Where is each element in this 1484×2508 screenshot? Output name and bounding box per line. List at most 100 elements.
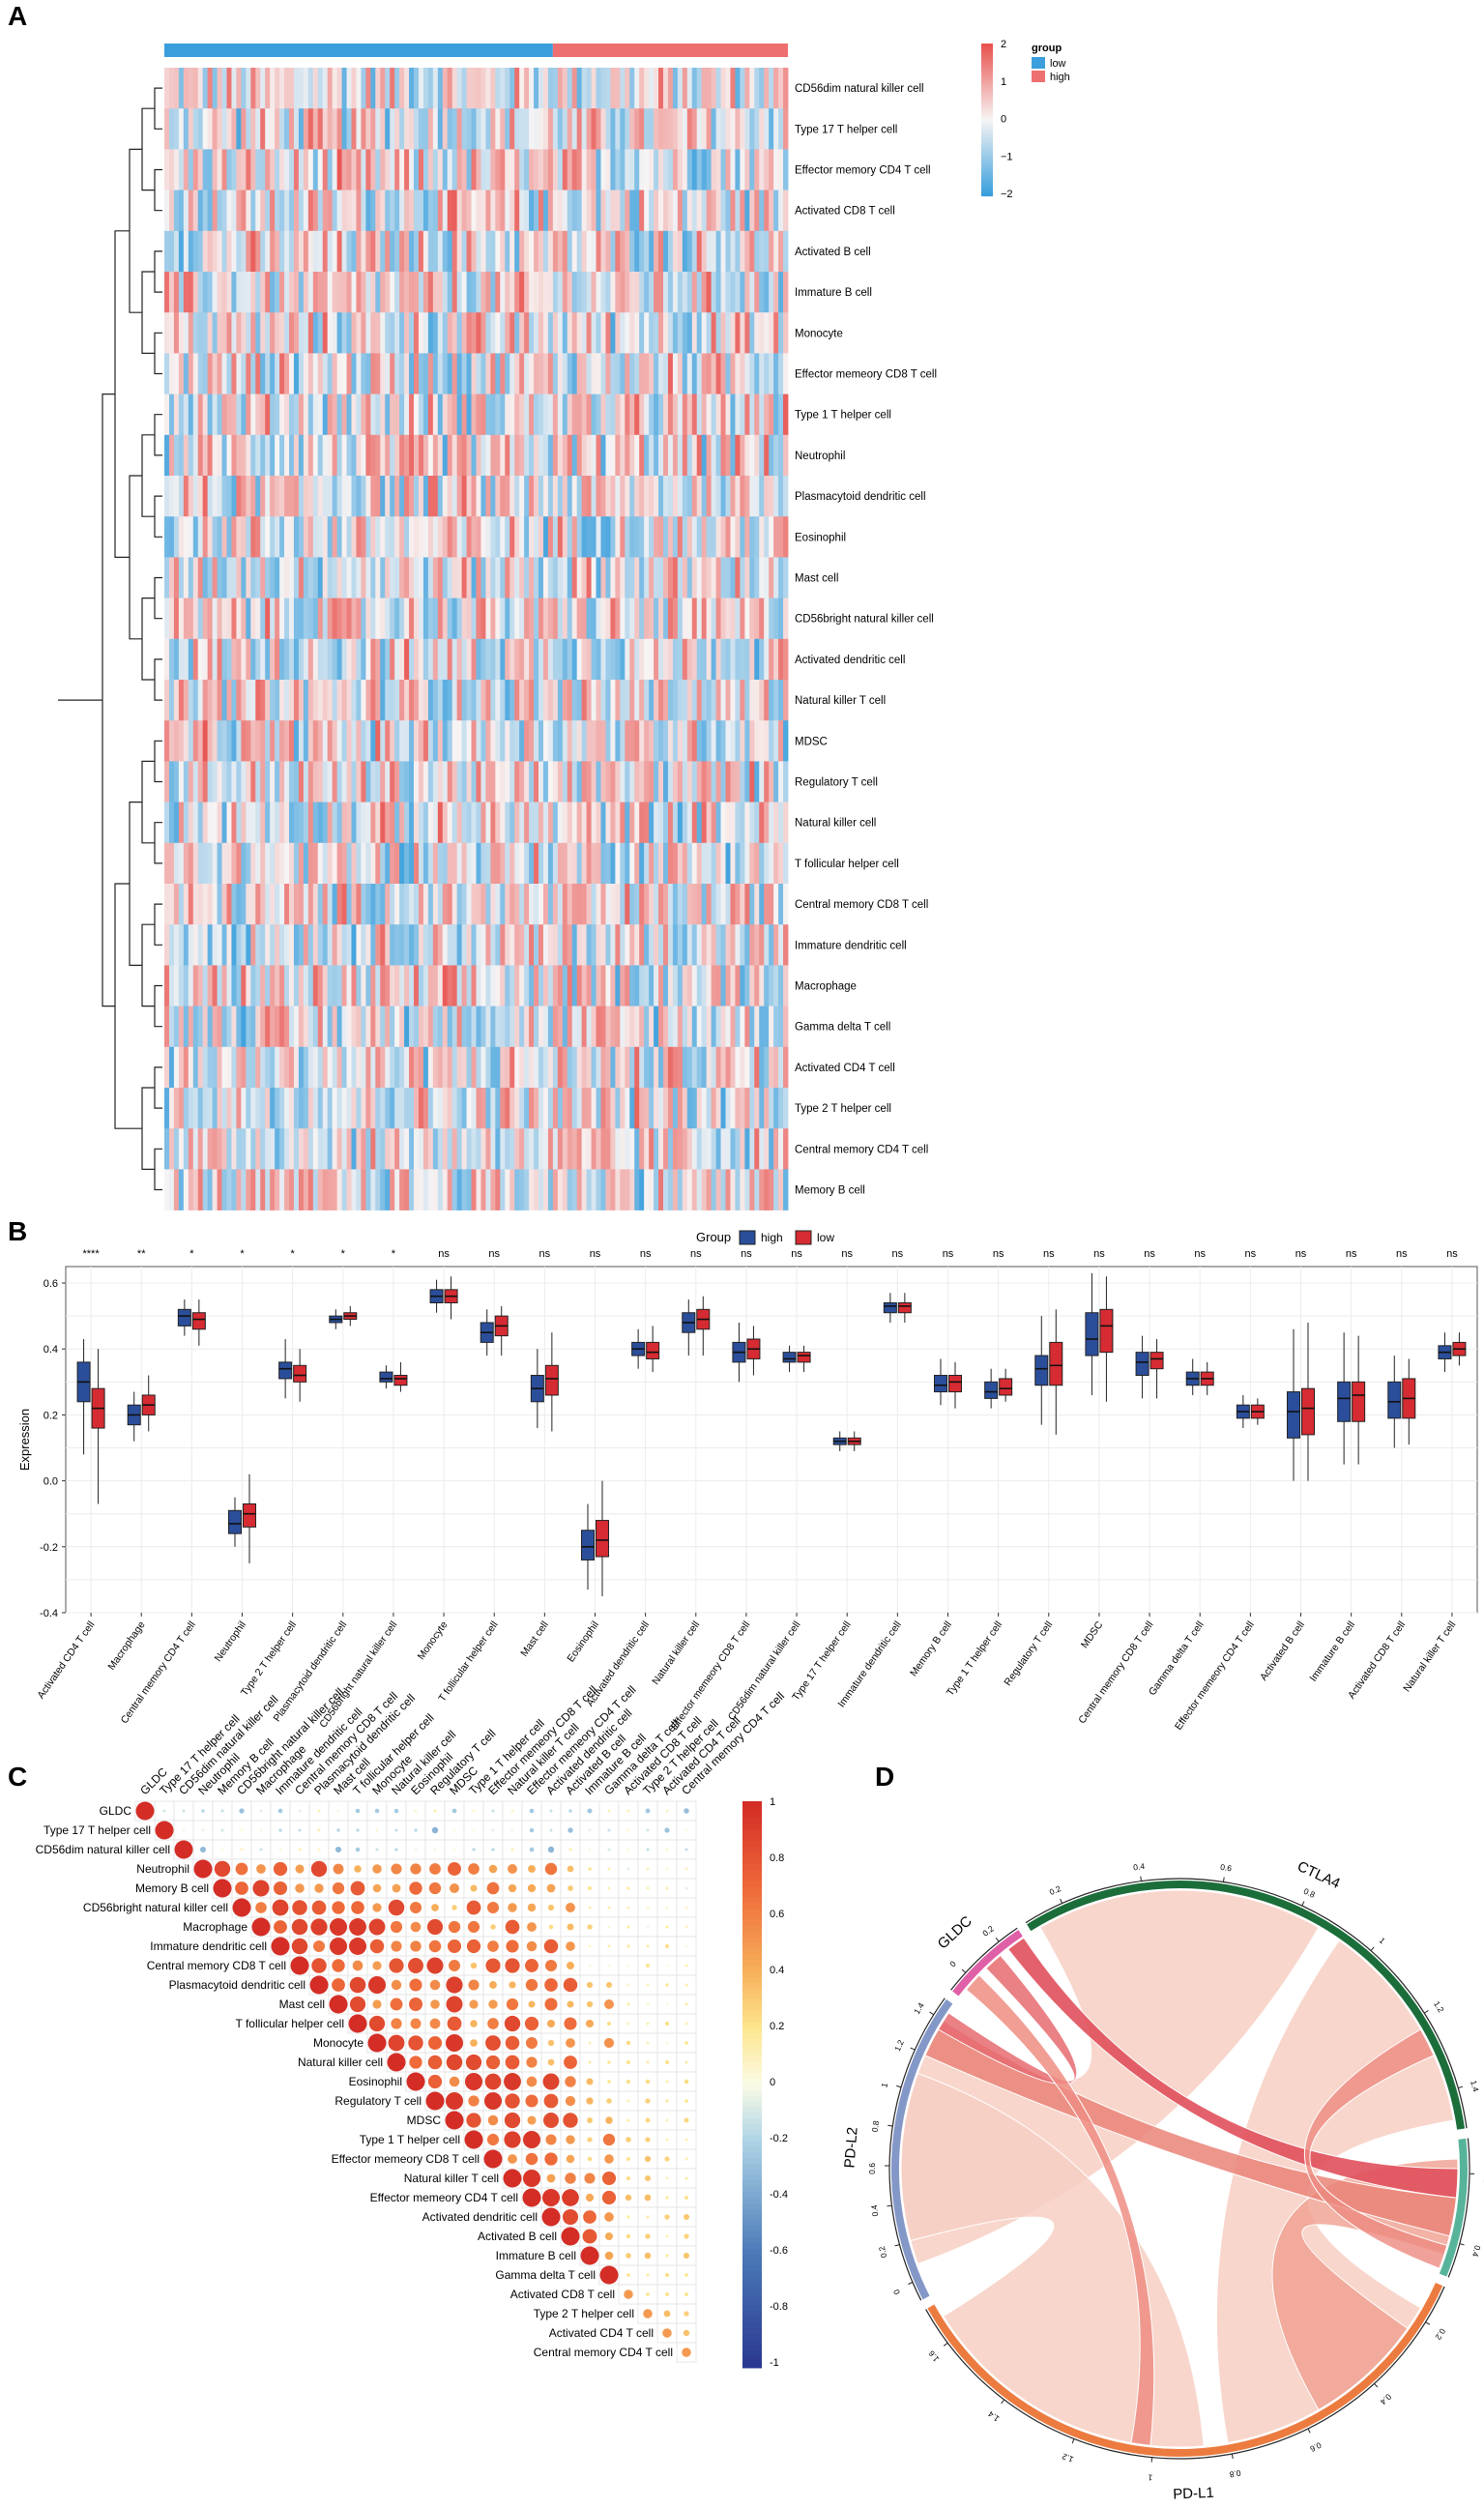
colorbar-step xyxy=(981,190,993,194)
heatmap-cell xyxy=(500,516,506,558)
heatmap-cell xyxy=(289,394,295,436)
heatmap-cell xyxy=(658,434,664,477)
heatmap-cell xyxy=(289,190,295,232)
heatmap-cell xyxy=(591,1169,597,1210)
heatmap-cell xyxy=(375,190,381,232)
heatmap-cell xyxy=(505,1006,510,1048)
colorbar-step xyxy=(981,81,993,85)
heatmap-cell xyxy=(432,842,439,885)
heatmap-cell xyxy=(322,516,329,558)
heatmap-cell xyxy=(380,230,386,273)
heatmap-cell xyxy=(639,720,645,762)
heatmap-cell xyxy=(562,353,568,394)
colorbar-step xyxy=(981,114,993,118)
heatmap-cell xyxy=(740,638,745,681)
heatmap-cell xyxy=(231,1128,237,1170)
correlation-dot xyxy=(333,1863,344,1875)
heatmap-cell xyxy=(625,1169,630,1210)
heatmap-cell xyxy=(385,149,391,190)
heatmap-cell xyxy=(183,516,189,558)
heatmap-cell xyxy=(691,230,698,273)
heatmap-cell xyxy=(677,1128,684,1170)
heatmap-cell xyxy=(260,1006,266,1048)
heatmap-cell xyxy=(759,638,765,681)
heatmap-cell xyxy=(399,68,405,109)
box-low xyxy=(999,1378,1013,1396)
heatmap-cell xyxy=(749,68,755,109)
correlation-dot xyxy=(646,1867,650,1871)
heatmap-cell xyxy=(764,965,770,1006)
heatmap-cell xyxy=(442,230,449,273)
heatmap-cell xyxy=(404,516,410,558)
heatmap-cell xyxy=(552,68,559,109)
heatmap-cell xyxy=(557,68,564,109)
heatmap-cell xyxy=(255,598,261,640)
significance-label: **** xyxy=(83,1248,101,1260)
heatmap-cell xyxy=(557,1046,564,1089)
heatmap-cell xyxy=(744,1088,750,1129)
heatmap-cell xyxy=(696,1169,703,1210)
heatmap-cell xyxy=(605,68,611,109)
heatmap-cell xyxy=(691,884,698,925)
heatmap-cell xyxy=(514,965,520,1006)
heatmap-cell xyxy=(255,1006,261,1048)
heatmap-cell xyxy=(255,761,261,802)
heatmap-cell xyxy=(279,720,285,762)
heatmap-cell xyxy=(562,516,568,558)
heatmap-cell xyxy=(447,434,453,477)
heatmap-cell xyxy=(307,1006,314,1048)
heatmap-cell xyxy=(422,190,429,232)
heatmap-cell xyxy=(715,1128,721,1170)
heatmap-cell xyxy=(610,312,616,354)
heatmap-cell xyxy=(168,965,175,1006)
correlation-dot xyxy=(388,2034,405,2052)
heatmap-cell xyxy=(341,190,347,232)
heatmap-cell xyxy=(711,394,716,436)
correlation-dot xyxy=(684,2195,689,2201)
correlation-dot xyxy=(626,1983,630,1987)
heatmap-cell xyxy=(534,557,539,598)
heatmap-cell xyxy=(303,434,309,477)
correlation-dot xyxy=(564,2017,577,2030)
heatmap-cell xyxy=(547,965,554,1006)
x-tick-label: Eosinophil xyxy=(565,1619,601,1665)
heatmap-cell xyxy=(600,965,606,1006)
heatmap-cell xyxy=(265,1006,271,1048)
heatmap-cell xyxy=(514,230,520,273)
heatmap-cell xyxy=(351,272,357,313)
correlation-dot xyxy=(684,1828,688,1832)
correlation-dot xyxy=(604,2251,614,2260)
heatmap-cell xyxy=(576,108,583,150)
heatmap-cell xyxy=(644,884,650,925)
heatmap-cell xyxy=(672,802,679,844)
heatmap-cell xyxy=(557,434,564,477)
heatmap-cell xyxy=(168,353,175,394)
heatmap-cell xyxy=(500,149,506,190)
heatmap-cell xyxy=(591,924,597,966)
heatmap-cell xyxy=(480,516,486,558)
heatmap-cell xyxy=(701,476,708,517)
correlation-dot xyxy=(588,1964,592,1968)
heatmap-cell xyxy=(202,924,209,966)
heatmap-cell xyxy=(571,190,578,232)
heatmap-cell xyxy=(639,924,645,966)
heatmap-cell xyxy=(581,353,588,394)
heatmap-cell xyxy=(514,1006,520,1048)
heatmap-cell xyxy=(538,149,544,190)
heatmap-cell xyxy=(241,272,247,313)
box-low xyxy=(1099,1308,1114,1354)
heatmap-cell xyxy=(404,312,410,354)
heatmap-cell xyxy=(759,965,765,1006)
heatmap-cell xyxy=(509,272,515,313)
heatmap-cell xyxy=(418,965,424,1006)
correlation-dot xyxy=(445,2033,464,2053)
heatmap-cell xyxy=(404,1046,410,1089)
heatmap-cell xyxy=(667,516,674,558)
heatmap-cell xyxy=(317,598,324,640)
heatmap-cell xyxy=(634,1046,640,1089)
heatmap-cell xyxy=(740,312,745,354)
heatmap-cell xyxy=(658,353,664,394)
heatmap-cell xyxy=(547,1088,554,1129)
heatmap-cell xyxy=(490,516,496,558)
colorbar-step xyxy=(981,155,993,159)
